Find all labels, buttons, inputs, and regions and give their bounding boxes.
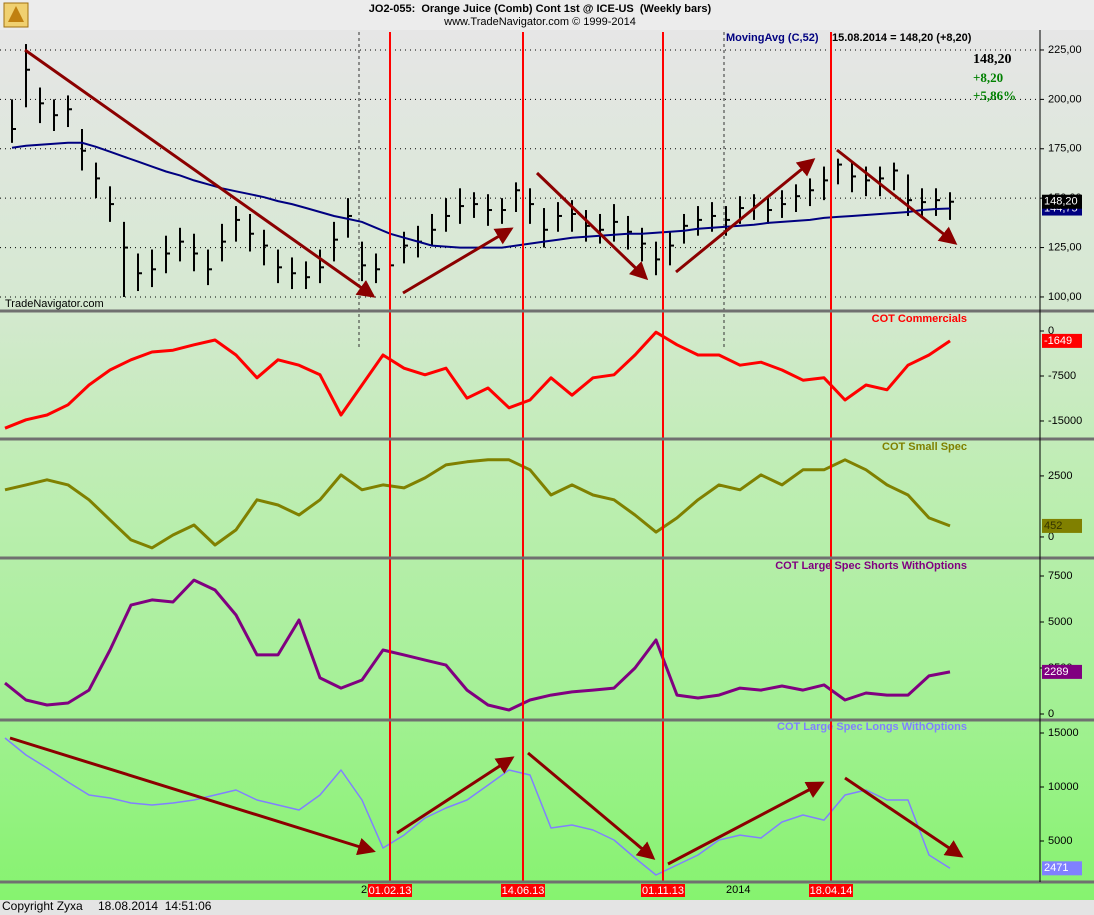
footer-bg <box>0 900 1094 915</box>
quote-change: +8,20 <box>973 70 1003 85</box>
indicator-last-label: 452 <box>1044 520 1062 532</box>
footer-timestamp: 18.08.2014 14:51:06 <box>98 899 212 913</box>
indicator-last-label-bg <box>1042 518 1082 533</box>
plot-bg <box>0 30 1094 900</box>
indicator-info: 15.08.2014 = 148,20 (+8,20) <box>832 32 972 44</box>
close-last-label-bg <box>1042 194 1082 209</box>
indicator-last-label-bg <box>1042 333 1082 348</box>
indicator-line <box>4 458 951 550</box>
event-label-bg <box>809 884 853 897</box>
event-label: 18.04.14 <box>810 885 853 897</box>
y-tick-label: -7500 <box>1048 370 1076 382</box>
quote-last: 148,20 <box>973 52 1012 67</box>
y-tick-label: 225,00 <box>1048 44 1082 56</box>
panel-title: COT Large Spec Longs WithOptions <box>777 721 967 733</box>
y-tick-label: 15000 <box>1048 727 1079 739</box>
y-tick-label: 100,00 <box>1048 291 1082 303</box>
close-last-label: 148,20 <box>1044 196 1078 208</box>
y-tick-label: 2500 <box>1048 470 1072 482</box>
y-tick-label: -15000 <box>1048 415 1082 427</box>
watermark: TradeNavigator.com <box>5 298 104 310</box>
x-tick-label: 2014 <box>726 884 750 896</box>
quote-change-pct: +5,86% <box>973 88 1016 103</box>
event-label-bg <box>641 884 685 897</box>
y-tick-label: 10000 <box>1048 781 1079 793</box>
y-tick-label: 200,00 <box>1048 93 1082 105</box>
indicator-line <box>4 737 951 876</box>
event-label-bg <box>501 884 545 897</box>
trend-arrows <box>9 48 964 866</box>
indicator-name: MovingAvg (C,52) <box>726 32 819 44</box>
indicator-last-label: -1649 <box>1044 335 1072 347</box>
y-tick-label: 0 <box>1048 531 1054 543</box>
indicator-line <box>4 330 951 430</box>
event-label-bg <box>368 884 412 897</box>
indicator-last-label-bg <box>1042 861 1082 876</box>
indicator-last-label: 2471 <box>1044 862 1068 874</box>
y-tick-label: 5000 <box>1048 835 1072 847</box>
y-tick-label: 175,00 <box>1048 143 1082 155</box>
indicator-last-label: 2289 <box>1044 666 1068 678</box>
y-tick-label: 7500 <box>1048 570 1072 582</box>
logo <box>3 2 29 28</box>
panel-title: COT Large Spec Shorts WithOptions <box>775 560 967 572</box>
header-bg <box>0 0 1094 30</box>
y-tick-label: 5000 <box>1048 616 1072 628</box>
indicator-line <box>4 578 951 712</box>
panel-title: COT Commercials <box>872 313 967 325</box>
footer-copyright: Copyright Zyxa <box>2 899 83 913</box>
y-tick-label: 0 <box>1048 325 1054 337</box>
y-tick-label: 125,00 <box>1048 241 1082 253</box>
event-label: 01.02.13 <box>369 885 412 897</box>
chart-subtitle: www.TradeNavigator.com © 1999-2014 <box>443 16 636 28</box>
y-tick-label: 0 <box>1048 708 1054 720</box>
panel-title: COT Small Spec <box>882 441 967 453</box>
event-label: 14.06.13 <box>502 885 545 897</box>
indicator-last-label-bg <box>1042 664 1082 679</box>
chart-title: JO2-055: Orange Juice (Comb) Cont 1st @ … <box>369 3 712 15</box>
event-label: 01.11.13 <box>642 885 684 897</box>
